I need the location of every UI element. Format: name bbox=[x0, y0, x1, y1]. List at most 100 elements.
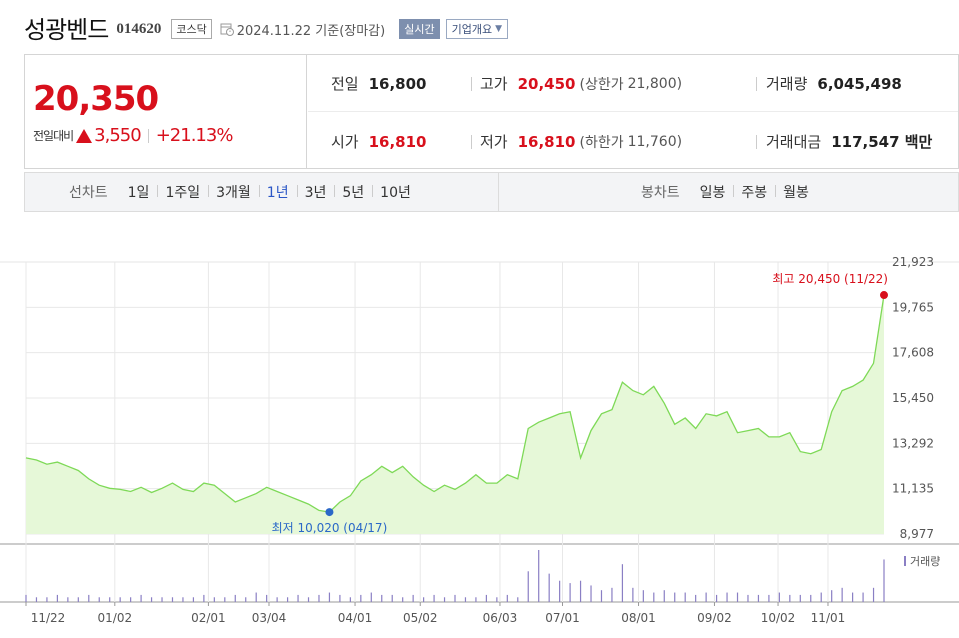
volume-bar bbox=[810, 594, 812, 602]
x-tick-label: 02/01 bbox=[191, 611, 226, 625]
stat-label: 고가 bbox=[480, 75, 508, 93]
volume-bar bbox=[799, 594, 801, 602]
y-tick-label: 19,765 bbox=[892, 300, 934, 314]
volume-bar bbox=[841, 587, 843, 602]
volume-bar bbox=[35, 597, 38, 602]
volume-bar bbox=[621, 564, 624, 602]
stat-label: 저가 bbox=[480, 133, 508, 151]
period-tab-5[interactable]: 5년 bbox=[334, 182, 372, 202]
x-tick-label: 04/01 bbox=[338, 611, 373, 625]
volume-bar bbox=[98, 597, 100, 602]
volume-bar bbox=[642, 590, 644, 602]
company-info-dropdown[interactable]: 기업개요 ▼ bbox=[445, 18, 508, 39]
divider bbox=[471, 77, 472, 91]
stat-label: 거래량 bbox=[766, 75, 808, 93]
volume-bar bbox=[715, 594, 718, 602]
volume-bar bbox=[517, 597, 519, 602]
volume-bar bbox=[203, 594, 205, 602]
volume-bar bbox=[25, 594, 27, 602]
current-price: 20,350 bbox=[33, 79, 159, 119]
volume-bar bbox=[757, 594, 760, 602]
high-annotation: 최고 20,450 (11/22) bbox=[772, 272, 888, 286]
volume-bar bbox=[454, 594, 456, 602]
volume-bar bbox=[307, 597, 310, 602]
volume-bar bbox=[245, 597, 247, 602]
volume-bar bbox=[349, 597, 351, 602]
volume-bar bbox=[475, 597, 477, 602]
period-tab-6[interactable]: 10년 bbox=[372, 182, 419, 202]
candle-tab-0[interactable]: 일봉 bbox=[699, 185, 726, 201]
divider bbox=[471, 135, 472, 149]
volume-bar bbox=[391, 594, 393, 602]
high-marker bbox=[880, 291, 888, 300]
volume-bar bbox=[67, 597, 69, 602]
volume-bar bbox=[150, 597, 153, 602]
current-price-panel: 20,350 전일대비 3,550 +21.13% bbox=[25, 55, 307, 168]
change-row: 전일대비 3,550 +21.13% bbox=[33, 125, 233, 146]
line-chart-periods: 선차트 1일 1주일 3개월 1년 3년 5년 10년 bbox=[69, 173, 419, 211]
period-toolbar: 선차트 1일 1주일 3개월 1년 3년 5년 10년 봉차트 일봉 주봉 월봉 bbox=[24, 172, 959, 212]
volume-bar bbox=[663, 590, 665, 602]
volume-bar bbox=[297, 594, 299, 602]
x-tick-label: 06/03 bbox=[483, 611, 518, 625]
stat-amount: 거래대금 117,547 백만 bbox=[766, 131, 932, 152]
candle-tab-1[interactable]: 주봉 bbox=[733, 182, 775, 202]
volume-bar bbox=[464, 597, 467, 602]
period-tab-4[interactable]: 3년 bbox=[296, 182, 335, 202]
volume-bar bbox=[328, 592, 331, 602]
volume-bar bbox=[548, 573, 550, 602]
stat-value: 16,810 bbox=[368, 132, 427, 151]
x-tick-label: 01/02 bbox=[98, 611, 133, 625]
period-tab-0[interactable]: 1일 bbox=[127, 185, 150, 201]
candle-tab-2[interactable]: 월봉 bbox=[775, 182, 817, 202]
volume-bar bbox=[569, 583, 571, 602]
y-tick-label: 21,923 bbox=[892, 255, 934, 269]
volume-legend-swatch bbox=[904, 556, 906, 566]
volume-bar bbox=[161, 597, 163, 602]
volume-bar bbox=[726, 592, 728, 602]
stat-label: 시가 bbox=[331, 133, 359, 151]
stat-value: 117,547 백만 bbox=[831, 133, 933, 151]
divider bbox=[756, 135, 757, 149]
price-line bbox=[25, 294, 885, 513]
volume-bar bbox=[684, 592, 686, 602]
volume-bar bbox=[736, 592, 739, 602]
y-tick-label: 17,608 bbox=[892, 346, 934, 360]
stock-header: 성광벤드 014620 코스닥 2024.11.22 기준(장마감) 실시간 기… bbox=[24, 12, 508, 44]
volume-bar bbox=[192, 597, 195, 602]
stat-label: 전일 bbox=[331, 75, 359, 93]
stat-volume: 거래량 6,045,498 bbox=[766, 73, 902, 94]
volume-bar bbox=[412, 594, 414, 602]
volume-bar bbox=[820, 592, 822, 602]
volume-bar bbox=[276, 597, 278, 602]
volume-bar bbox=[705, 592, 707, 602]
period-tab-3[interactable]: 1년 bbox=[258, 182, 297, 202]
realtime-button[interactable]: 실시간 bbox=[399, 18, 440, 39]
period-tab-2[interactable]: 3개월 bbox=[208, 182, 259, 202]
y-tick-label: 15,450 bbox=[892, 391, 934, 405]
volume-bar bbox=[46, 597, 48, 602]
volume-bar bbox=[862, 592, 864, 602]
quote-panel: 20,350 전일대비 3,550 +21.13% 전일 16,800 고가 2… bbox=[24, 54, 959, 169]
volume-bar bbox=[496, 597, 498, 602]
stat-low: 저가 16,810 (하한가 11,760) bbox=[480, 131, 682, 152]
divider bbox=[756, 77, 757, 91]
volume-bar bbox=[266, 594, 268, 602]
volume-bar bbox=[318, 594, 320, 602]
volume-bar bbox=[747, 594, 749, 602]
volume-bar bbox=[778, 592, 780, 602]
volume-bar bbox=[590, 585, 592, 602]
x-tick-label: 10/02 bbox=[761, 611, 796, 625]
volume-bar bbox=[339, 594, 341, 602]
volume-bar bbox=[433, 594, 435, 602]
volume-bar bbox=[611, 587, 613, 602]
chevron-down-icon: ▼ bbox=[495, 23, 502, 34]
volume-bar bbox=[443, 597, 446, 602]
volume-bar bbox=[109, 597, 111, 602]
period-tab-1[interactable]: 1주일 bbox=[157, 182, 208, 202]
market-badge: 코스닥 bbox=[171, 18, 212, 39]
volume-bar bbox=[119, 597, 121, 602]
volume-bar bbox=[695, 594, 697, 602]
volume-bar bbox=[527, 571, 529, 602]
volume-bar bbox=[852, 592, 854, 602]
